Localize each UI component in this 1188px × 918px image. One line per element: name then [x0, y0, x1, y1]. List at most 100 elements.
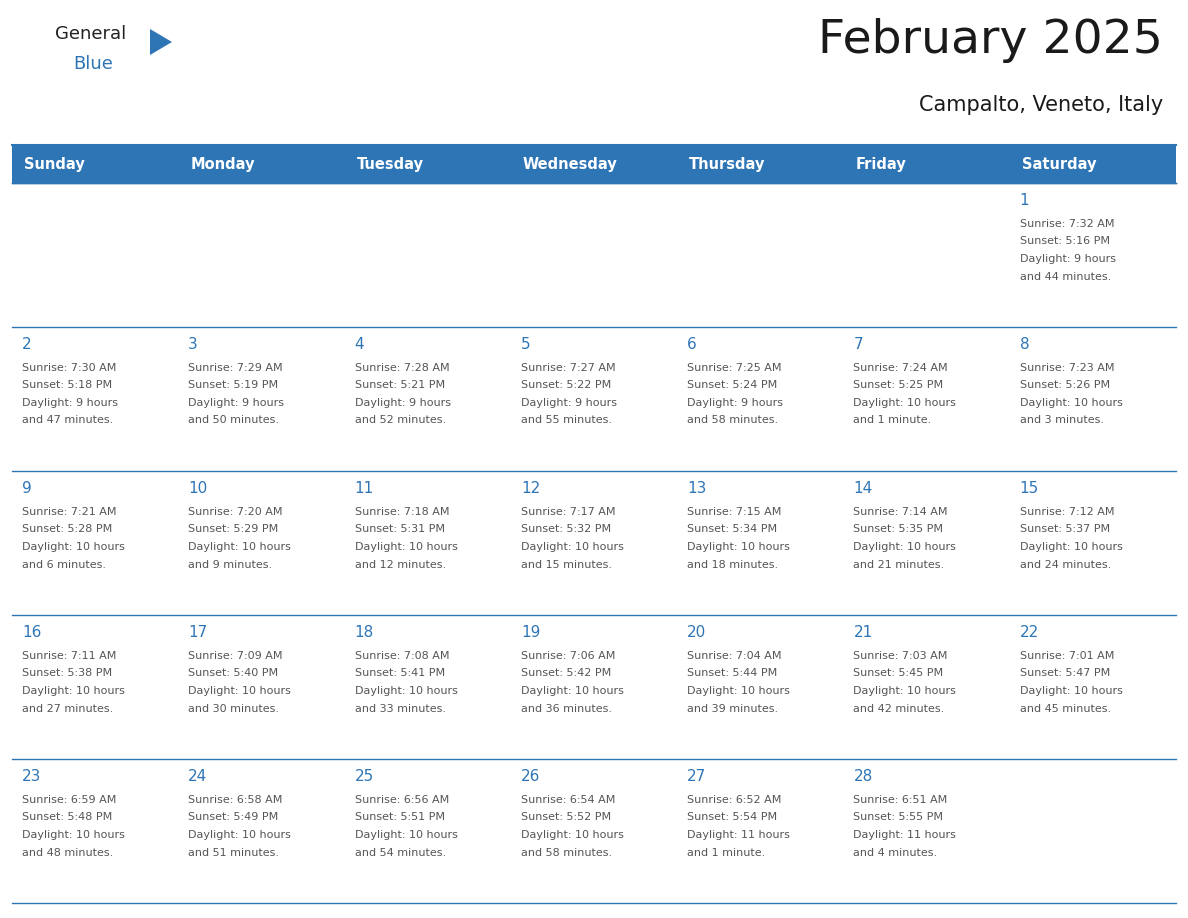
- Text: Sunset: 5:25 PM: Sunset: 5:25 PM: [853, 380, 943, 390]
- Text: 9: 9: [23, 481, 32, 496]
- Text: Daylight: 9 hours: Daylight: 9 hours: [687, 398, 783, 408]
- Text: and 58 minutes.: and 58 minutes.: [687, 416, 778, 426]
- Text: Sunrise: 7:32 AM: Sunrise: 7:32 AM: [1019, 219, 1114, 229]
- Text: and 3 minutes.: and 3 minutes.: [1019, 416, 1104, 426]
- Text: 25: 25: [354, 769, 374, 784]
- Text: February 2025: February 2025: [819, 18, 1163, 63]
- Text: Daylight: 11 hours: Daylight: 11 hours: [853, 830, 956, 840]
- Text: and 42 minutes.: and 42 minutes.: [853, 703, 944, 713]
- Text: Sunrise: 6:58 AM: Sunrise: 6:58 AM: [188, 795, 283, 805]
- Text: Sunset: 5:18 PM: Sunset: 5:18 PM: [23, 380, 112, 390]
- Text: 14: 14: [853, 481, 873, 496]
- Text: Sunset: 5:44 PM: Sunset: 5:44 PM: [687, 668, 777, 678]
- Text: Saturday: Saturday: [1022, 156, 1097, 172]
- Text: Daylight: 10 hours: Daylight: 10 hours: [188, 686, 291, 696]
- Text: Sunset: 5:45 PM: Sunset: 5:45 PM: [853, 668, 943, 678]
- Text: and 48 minutes.: and 48 minutes.: [23, 847, 113, 857]
- Text: Daylight: 10 hours: Daylight: 10 hours: [23, 542, 125, 552]
- Text: Sunrise: 7:20 AM: Sunrise: 7:20 AM: [188, 507, 283, 517]
- Text: Daylight: 10 hours: Daylight: 10 hours: [520, 542, 624, 552]
- Text: 8: 8: [1019, 337, 1029, 352]
- Text: Friday: Friday: [855, 156, 906, 172]
- Text: Sunset: 5:51 PM: Sunset: 5:51 PM: [354, 812, 444, 823]
- Text: 16: 16: [23, 625, 42, 640]
- Text: Daylight: 10 hours: Daylight: 10 hours: [188, 830, 291, 840]
- Text: and 44 minutes.: and 44 minutes.: [1019, 272, 1111, 282]
- Text: Sunset: 5:29 PM: Sunset: 5:29 PM: [188, 524, 278, 534]
- Text: Daylight: 10 hours: Daylight: 10 hours: [1019, 398, 1123, 408]
- Text: General: General: [55, 25, 126, 43]
- Text: Campalto, Veneto, Italy: Campalto, Veneto, Italy: [918, 95, 1163, 115]
- Text: Sunrise: 6:59 AM: Sunrise: 6:59 AM: [23, 795, 116, 805]
- Text: Daylight: 9 hours: Daylight: 9 hours: [1019, 254, 1116, 264]
- Text: Sunrise: 7:17 AM: Sunrise: 7:17 AM: [520, 507, 615, 517]
- Text: Sunrise: 7:04 AM: Sunrise: 7:04 AM: [687, 651, 782, 661]
- Text: Daylight: 10 hours: Daylight: 10 hours: [687, 686, 790, 696]
- Text: Sunrise: 6:54 AM: Sunrise: 6:54 AM: [520, 795, 615, 805]
- Text: and 27 minutes.: and 27 minutes.: [23, 703, 113, 713]
- Text: Sunday: Sunday: [24, 156, 84, 172]
- Text: 6: 6: [687, 337, 697, 352]
- Text: Sunset: 5:22 PM: Sunset: 5:22 PM: [520, 380, 611, 390]
- Text: Daylight: 10 hours: Daylight: 10 hours: [853, 398, 956, 408]
- Text: Sunset: 5:34 PM: Sunset: 5:34 PM: [687, 524, 777, 534]
- Text: and 55 minutes.: and 55 minutes.: [520, 416, 612, 426]
- Text: Sunrise: 7:18 AM: Sunrise: 7:18 AM: [354, 507, 449, 517]
- Text: Sunset: 5:38 PM: Sunset: 5:38 PM: [23, 668, 112, 678]
- Text: Sunrise: 7:30 AM: Sunrise: 7:30 AM: [23, 363, 116, 373]
- Text: Sunrise: 6:52 AM: Sunrise: 6:52 AM: [687, 795, 782, 805]
- Text: Sunrise: 7:24 AM: Sunrise: 7:24 AM: [853, 363, 948, 373]
- Text: Sunset: 5:52 PM: Sunset: 5:52 PM: [520, 812, 611, 823]
- Text: Sunrise: 7:09 AM: Sunrise: 7:09 AM: [188, 651, 283, 661]
- Text: Sunset: 5:35 PM: Sunset: 5:35 PM: [853, 524, 943, 534]
- Text: Daylight: 10 hours: Daylight: 10 hours: [520, 686, 624, 696]
- Text: Daylight: 10 hours: Daylight: 10 hours: [853, 542, 956, 552]
- Text: Sunset: 5:19 PM: Sunset: 5:19 PM: [188, 380, 278, 390]
- Text: Daylight: 10 hours: Daylight: 10 hours: [687, 542, 790, 552]
- Text: 13: 13: [687, 481, 707, 496]
- Text: Sunrise: 7:06 AM: Sunrise: 7:06 AM: [520, 651, 615, 661]
- Text: Daylight: 11 hours: Daylight: 11 hours: [687, 830, 790, 840]
- Text: Daylight: 10 hours: Daylight: 10 hours: [853, 686, 956, 696]
- Text: 22: 22: [1019, 625, 1040, 640]
- Text: 1: 1: [1019, 193, 1029, 208]
- Text: 18: 18: [354, 625, 374, 640]
- Text: Sunset: 5:40 PM: Sunset: 5:40 PM: [188, 668, 278, 678]
- Text: Daylight: 10 hours: Daylight: 10 hours: [520, 830, 624, 840]
- Text: and 24 minutes.: and 24 minutes.: [1019, 559, 1111, 569]
- Text: Sunset: 5:16 PM: Sunset: 5:16 PM: [1019, 237, 1110, 247]
- Text: and 58 minutes.: and 58 minutes.: [520, 847, 612, 857]
- Text: Sunrise: 6:56 AM: Sunrise: 6:56 AM: [354, 795, 449, 805]
- Text: Sunset: 5:42 PM: Sunset: 5:42 PM: [520, 668, 611, 678]
- Text: Tuesday: Tuesday: [356, 156, 424, 172]
- Text: and 36 minutes.: and 36 minutes.: [520, 703, 612, 713]
- Text: 27: 27: [687, 769, 707, 784]
- Text: 12: 12: [520, 481, 541, 496]
- Text: Sunrise: 7:03 AM: Sunrise: 7:03 AM: [853, 651, 948, 661]
- Text: 28: 28: [853, 769, 873, 784]
- Text: and 1 minute.: and 1 minute.: [853, 416, 931, 426]
- Text: and 4 minutes.: and 4 minutes.: [853, 847, 937, 857]
- Text: and 1 minute.: and 1 minute.: [687, 847, 765, 857]
- Text: Sunset: 5:37 PM: Sunset: 5:37 PM: [1019, 524, 1110, 534]
- Text: 2: 2: [23, 337, 32, 352]
- Text: Sunrise: 7:21 AM: Sunrise: 7:21 AM: [23, 507, 116, 517]
- Text: Sunset: 5:21 PM: Sunset: 5:21 PM: [354, 380, 444, 390]
- Text: Sunset: 5:54 PM: Sunset: 5:54 PM: [687, 812, 777, 823]
- Text: and 6 minutes.: and 6 minutes.: [23, 559, 106, 569]
- Text: and 18 minutes.: and 18 minutes.: [687, 559, 778, 569]
- Text: Sunrise: 7:08 AM: Sunrise: 7:08 AM: [354, 651, 449, 661]
- Text: and 54 minutes.: and 54 minutes.: [354, 847, 446, 857]
- Text: 26: 26: [520, 769, 541, 784]
- Text: and 12 minutes.: and 12 minutes.: [354, 559, 446, 569]
- Text: Daylight: 9 hours: Daylight: 9 hours: [354, 398, 450, 408]
- Text: 21: 21: [853, 625, 873, 640]
- Text: Daylight: 10 hours: Daylight: 10 hours: [1019, 542, 1123, 552]
- Text: and 9 minutes.: and 9 minutes.: [188, 559, 272, 569]
- Polygon shape: [150, 29, 172, 55]
- Text: Thursday: Thursday: [689, 156, 765, 172]
- Text: 24: 24: [188, 769, 208, 784]
- Text: 20: 20: [687, 625, 707, 640]
- Text: Sunset: 5:24 PM: Sunset: 5:24 PM: [687, 380, 777, 390]
- Text: Sunrise: 7:27 AM: Sunrise: 7:27 AM: [520, 363, 615, 373]
